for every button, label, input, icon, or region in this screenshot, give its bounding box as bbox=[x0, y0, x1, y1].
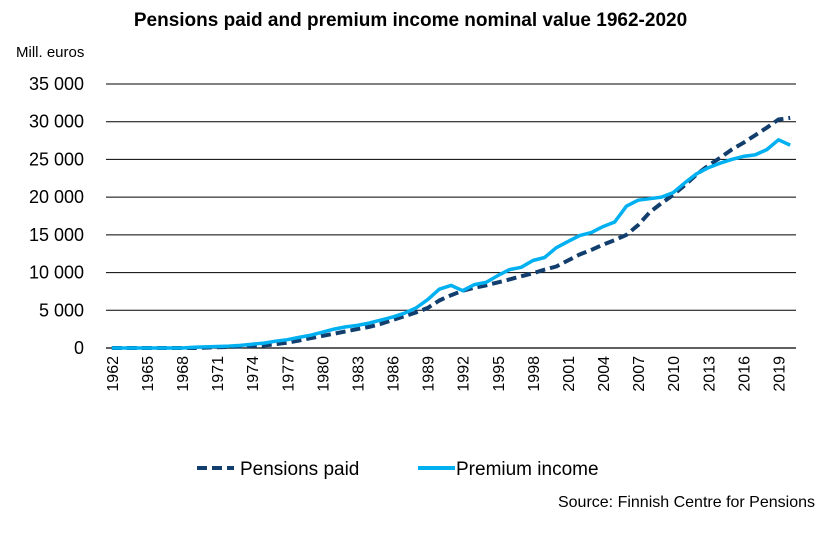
y-tick-label: 10 000 bbox=[29, 263, 84, 283]
source-note: Source: Finnish Centre for Pensions bbox=[557, 494, 815, 511]
x-tick-label: 1995 bbox=[491, 356, 508, 392]
legend-label: Premium income bbox=[456, 459, 599, 480]
y-tick-label: 30 000 bbox=[29, 112, 84, 132]
x-tick-label: 2016 bbox=[736, 356, 753, 392]
x-tick-label: 1998 bbox=[526, 356, 543, 392]
x-tick-label: 1977 bbox=[280, 356, 297, 392]
x-tick-label: 2019 bbox=[771, 356, 788, 392]
x-tick-label: 2010 bbox=[666, 356, 683, 392]
x-tick-label: 1962 bbox=[105, 356, 122, 392]
x-tick-label: 1980 bbox=[315, 356, 332, 392]
x-tick-label: 2007 bbox=[631, 356, 648, 392]
x-tick-label: 1965 bbox=[140, 356, 157, 392]
y-tick-label: 35 000 bbox=[29, 74, 84, 94]
series-line-pensions-paid bbox=[111, 115, 791, 350]
x-tick-label: 2004 bbox=[596, 356, 613, 392]
x-tick-label: 1992 bbox=[456, 356, 473, 392]
x-tick-label: 2013 bbox=[701, 356, 718, 392]
y-tick-label: 20 000 bbox=[29, 187, 84, 207]
y-axis-unit-label: Mill. euros bbox=[16, 44, 85, 61]
x-tick-label: 1986 bbox=[386, 356, 403, 392]
x-tick-label: 1983 bbox=[350, 356, 367, 392]
x-tick-label: 1968 bbox=[175, 356, 192, 392]
x-tick-label: 1989 bbox=[421, 356, 438, 392]
x-tick-label: 1974 bbox=[245, 356, 262, 392]
chart-title: Pensions paid and premium income nominal… bbox=[133, 10, 688, 31]
y-tick-label: 5 000 bbox=[39, 300, 84, 320]
y-tick-label: 25 000 bbox=[29, 149, 84, 169]
y-tick-label: 15 000 bbox=[29, 225, 84, 245]
y-tick-label: 0 bbox=[74, 338, 84, 358]
x-tick-label: 2001 bbox=[561, 356, 578, 392]
series-line-premium-income bbox=[111, 138, 791, 350]
legend-label: Pensions paid bbox=[240, 459, 359, 480]
x-tick-label: 1971 bbox=[210, 356, 227, 392]
